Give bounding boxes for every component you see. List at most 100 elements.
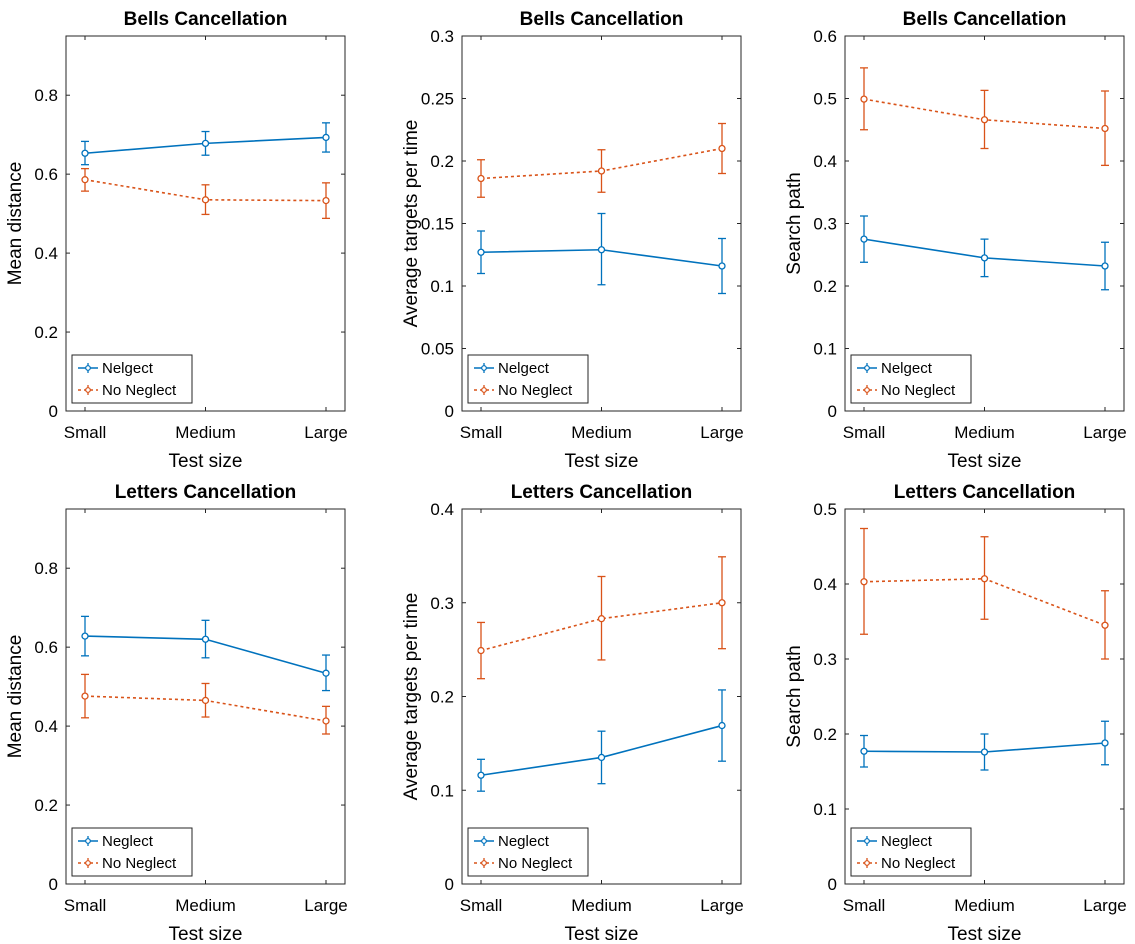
legend-swatch-marker [85,838,91,844]
x-axis-label: Test size [948,924,1022,944]
y-tick-label: 0.2 [813,277,837,296]
x-tick-label: Small [64,423,107,442]
data-point [201,139,210,148]
legend-swatch-marker [864,387,870,393]
chart-title: Bells Cancellation [520,9,684,30]
y-tick-label: 0.5 [813,90,837,109]
y-tick-label: 0.4 [430,500,454,519]
y-tick-label: 0.2 [430,688,454,707]
data-point [980,575,989,583]
legend-label: Neglect [102,833,154,850]
series-no-neglect [860,527,1109,660]
data-point [477,646,485,655]
data-point [322,669,330,677]
y-tick-label: 0 [828,875,837,894]
y-axis-label: Search path [784,172,805,274]
data-point [980,748,989,756]
y-axis-label: Mean distance [5,635,26,759]
legend-swatch-marker [481,860,487,866]
y-tick-label: 0 [49,402,58,421]
x-axis-label: Test size [565,924,639,944]
y-tick-label: 0.4 [813,152,837,171]
series-neglect [81,615,330,692]
legend: Neglect No Neglect [71,827,193,877]
series-no-neglect [81,167,330,220]
panel-2: 0 0.05 0.1 0.15 0.2 0.25 0.3 Small Medium Large Be… [401,9,744,472]
legend-swatch-marker [481,387,487,393]
y-tick-label: 0.1 [813,800,837,819]
y-tick-label: 0.6 [34,638,58,657]
data-point [81,692,89,700]
legend-label: No Neglect [102,855,177,872]
legend: Nelgect No Neglect [850,354,972,404]
series-no-neglect [81,673,330,735]
y-axis-label: Mean distance [5,162,26,286]
series-neglect [860,720,1109,771]
y-tick-label: 0.4 [34,244,58,263]
legend: Neglect No Neglect [467,827,589,877]
legend-label: No Neglect [881,855,956,872]
y-axis-label: Search path [784,645,805,747]
data-point [201,635,210,643]
legend-label: Nelgect [498,360,550,377]
data-point [477,174,485,183]
data-point [597,246,606,254]
axes-box [65,35,346,412]
legend-swatch-marker [85,860,91,866]
axes-box [461,508,742,885]
legend-label: Neglect [881,833,933,850]
y-tick-label: 0.2 [813,725,837,744]
data-point [597,615,606,623]
series-neglect [477,689,726,792]
legend: Nelgect No Neglect [467,354,589,404]
chart-title: Bells Cancellation [124,9,288,30]
y-tick-label: 0.8 [34,559,58,578]
chart-title: Letters Cancellation [511,482,693,503]
y-axis-label: Average targets per time [401,593,422,801]
series-neglect [860,215,1109,291]
legend-swatch-marker [85,365,91,371]
data-point [980,254,989,262]
y-tick-label: 0.2 [430,152,454,171]
x-tick-label: Small [843,423,886,442]
y-tick-label: 0.05 [421,340,454,359]
series-no-neglect [477,122,726,198]
x-tick-label: Medium [175,896,235,915]
data-point [322,717,330,725]
legend-label: No Neglect [498,382,573,399]
y-tick-label: 0.3 [813,215,837,234]
panel-5: 0 0.1 0.2 0.3 0.4 Small Medium Large Letters Can… [401,482,744,944]
x-tick-label: Large [700,896,743,915]
legend-label: No Neglect [498,855,573,872]
data-point [81,149,89,157]
y-tick-label: 0.1 [430,277,454,296]
x-tick-label: Medium [954,423,1014,442]
y-tick-label: 0.6 [813,27,837,46]
legend: Neglect No Neglect [850,827,972,877]
legend-label: Neglect [498,833,550,850]
x-tick-label: Small [64,896,107,915]
y-tick-label: 0.1 [430,781,454,800]
x-tick-label: Small [460,896,503,915]
y-tick-label: 0.3 [430,27,454,46]
data-point [597,167,606,175]
data-point [1101,621,1109,629]
y-tick-label: 0 [445,875,454,894]
data-point [477,248,485,256]
y-tick-label: 0.1 [813,340,837,359]
y-tick-label: 0 [49,875,58,894]
data-point [322,196,330,205]
x-tick-label: Medium [571,896,631,915]
y-tick-label: 0.3 [430,594,454,613]
data-point [718,144,726,153]
panel-6: 0 0.1 0.2 0.3 0.4 0.5 Small Medium Large Letters … [784,482,1127,944]
data-point [860,578,868,586]
series-no-neglect [477,556,726,680]
legend-swatch-marker [85,387,91,393]
x-tick-label: Medium [954,896,1014,915]
y-tick-label: 0 [445,402,454,421]
legend-box [850,827,972,877]
x-tick-label: Large [304,896,347,915]
x-tick-label: Large [1083,423,1126,442]
y-tick-label: 0.25 [421,90,454,109]
